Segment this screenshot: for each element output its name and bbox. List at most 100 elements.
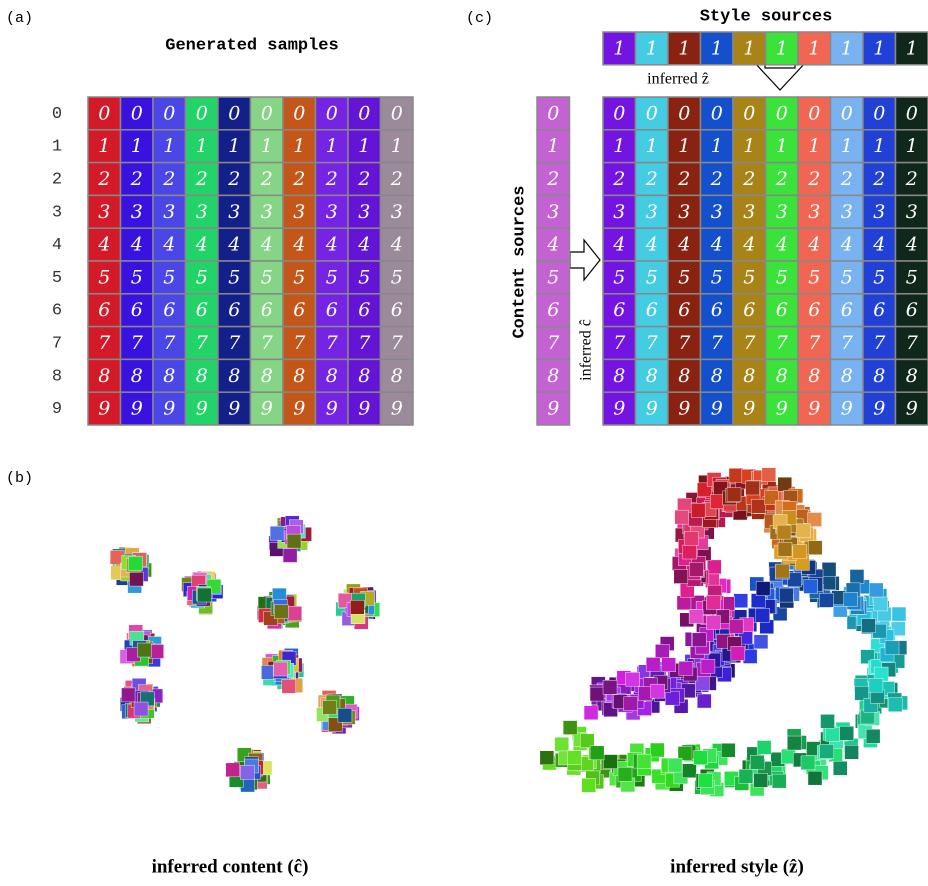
scatter-tile — [350, 600, 364, 614]
sample-digit: 3 — [678, 201, 690, 223]
row-label: 5 — [52, 269, 62, 288]
scatter-tile — [665, 691, 679, 705]
scatter-tile — [651, 684, 665, 698]
scatter-tile — [845, 745, 859, 759]
sample-digit: 2 — [260, 168, 273, 190]
sample-digit: 8 — [906, 365, 918, 387]
sample-digit: 1 — [228, 135, 240, 157]
sample-digit: 8 — [391, 365, 403, 387]
sample-digit: 2 — [357, 168, 370, 190]
scatter-tile — [820, 744, 834, 758]
scatter-tile — [689, 609, 703, 623]
sample-digit: 8 — [196, 365, 208, 387]
sample-digit: 0 — [711, 102, 723, 124]
sample-digit: 8 — [547, 365, 559, 387]
scatter-tile — [274, 605, 288, 619]
sample-digit: 6 — [261, 299, 273, 321]
sample-digit: 1 — [131, 135, 143, 157]
scatter-tile — [727, 488, 741, 502]
arrow — [754, 62, 806, 90]
scatter-tile — [121, 688, 135, 702]
sample-digit: 7 — [776, 332, 789, 354]
scatter-tile — [869, 678, 883, 692]
sample-digit: 3 — [646, 201, 658, 223]
scatter-tile — [869, 583, 883, 597]
sample-digit: 5 — [98, 266, 110, 288]
sample-digit: 6 — [228, 299, 240, 321]
sample-digit: 7 — [711, 332, 724, 354]
scatter-tile — [129, 556, 143, 570]
scatter-tile — [563, 721, 577, 735]
scatter-tile — [822, 562, 836, 576]
sample-digit: 2 — [97, 168, 110, 190]
scatter-tile — [821, 714, 835, 728]
sample-digit: 4 — [807, 234, 820, 256]
sample-digit: 9 — [163, 398, 175, 420]
sample-digit: 1 — [678, 37, 690, 59]
scatter-tile — [684, 531, 698, 545]
scatter-tile — [590, 687, 604, 701]
annotation: inferred ĉ — [578, 319, 595, 381]
sample-digit: 9 — [547, 398, 559, 420]
sample-digit: 1 — [711, 135, 723, 157]
sample-digit: 2 — [325, 168, 338, 190]
sample-digit: 7 — [131, 332, 144, 354]
scatter-tile — [710, 495, 724, 509]
sample-digit: 2 — [292, 168, 305, 190]
sample-digit: 2 — [807, 168, 820, 190]
sample-digit: 6 — [743, 299, 755, 321]
sample-digit: 6 — [547, 299, 559, 321]
sample-digit: 3 — [261, 201, 273, 223]
scatter-tile — [888, 698, 902, 712]
sample-digit: 8 — [743, 365, 755, 387]
sample-digit: 0 — [808, 102, 820, 124]
row-label: 8 — [52, 367, 62, 386]
sample-digit: 0 — [646, 102, 658, 124]
sample-digit: 2 — [162, 168, 175, 190]
scatter-tile — [283, 548, 297, 562]
sample-digit: 4 — [645, 234, 658, 256]
sample-digit: 2 — [677, 168, 690, 190]
scatter-tile — [580, 734, 594, 748]
sample-digit: 6 — [646, 299, 658, 321]
scatter-tile — [729, 619, 743, 633]
sample-digit: 5 — [293, 266, 305, 288]
scatter-tile — [832, 591, 846, 605]
sample-digit: 5 — [873, 266, 885, 288]
sample-digit: 1 — [646, 37, 658, 59]
scatter-tile — [691, 503, 705, 517]
scatter-tile — [323, 701, 337, 715]
sample-digit: 7 — [391, 332, 404, 354]
sample-digit: 3 — [743, 201, 755, 223]
scatter-tile — [226, 763, 240, 777]
sample-digit: 2 — [130, 168, 143, 190]
sample-digit: 8 — [841, 365, 853, 387]
sample-digit: 7 — [98, 332, 111, 354]
sample-digit: 1 — [196, 135, 208, 157]
sample-digit: 4 — [775, 234, 788, 256]
scatter-tile — [781, 750, 795, 764]
sample-digit: 5 — [261, 266, 273, 288]
scatter-tile — [603, 755, 617, 769]
scatter-tile — [779, 588, 793, 602]
sample-digit: 8 — [873, 365, 885, 387]
scatter-tile — [751, 499, 765, 513]
sample-digit: 5 — [743, 266, 755, 288]
scatter-tile — [555, 737, 569, 751]
sample-digit: 5 — [131, 266, 143, 288]
scatter-tile — [822, 576, 836, 590]
sample-digit: 5 — [646, 266, 658, 288]
sample-digit: 0 — [906, 102, 918, 124]
sample-digit: 9 — [98, 398, 110, 420]
arrow — [570, 240, 600, 280]
scatter-tile — [844, 592, 858, 606]
sample-digit: 7 — [873, 332, 886, 354]
scatter-tile — [638, 687, 652, 701]
sample-digit: 9 — [196, 398, 208, 420]
sample-digit: 9 — [261, 398, 273, 420]
panel-label: (b) — [6, 470, 33, 487]
sample-digit: 0 — [391, 102, 403, 124]
sample-digit: 6 — [711, 299, 723, 321]
sample-digit: 8 — [711, 365, 723, 387]
sample-digit: 4 — [260, 234, 273, 256]
